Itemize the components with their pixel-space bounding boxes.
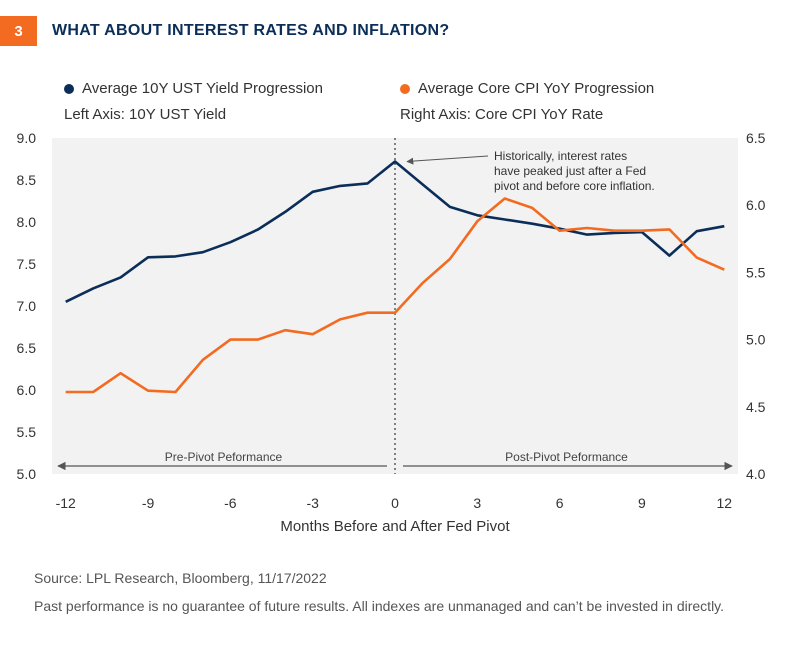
left-axis-tick-label: 7.5 — [17, 256, 37, 272]
post-pivot-label: Post-Pivot Peformance — [505, 450, 628, 464]
x-axis-tick-label: 3 — [473, 495, 481, 511]
left-axis-tick-label: 7.0 — [17, 298, 37, 314]
legend-right-label: Average Core CPI YoY Progression — [418, 80, 655, 97]
right-axis-tick-label: 5.5 — [746, 264, 766, 280]
x-axis-tick-label: -6 — [224, 495, 237, 511]
left-axis-tick-label: 9.0 — [17, 130, 37, 146]
chart-title: WHAT ABOUT INTEREST RATES AND INFLATION? — [52, 22, 450, 39]
x-axis-tick-label: 9 — [638, 495, 646, 511]
right-axis-note: Right Axis: Core CPI YoY Rate — [400, 106, 604, 123]
right-axis-tick-label: 6.5 — [746, 130, 766, 146]
left-axis-note: Left Axis: 10Y UST Yield — [64, 106, 227, 123]
left-axis-tick-label: 5.0 — [17, 466, 37, 482]
x-axis-tick-label: 12 — [716, 495, 732, 511]
annotation-line: have peaked just after a Fed — [494, 164, 646, 178]
right-axis-tick-label: 4.0 — [746, 466, 766, 482]
annotation-line: Historically, interest rates — [494, 149, 627, 163]
annotation-line: pivot and before core inflation. — [494, 179, 655, 193]
right-axis-tick-label: 5.0 — [746, 332, 766, 348]
legend-left-series: Average 10Y UST Yield Progression — [64, 80, 323, 97]
disclaimer-note: Past performance is no guarantee of futu… — [34, 598, 725, 614]
line-chart: 5.0 5.5 6.0 6.5 7.0 7.5 8.0 8.5 9.0 4.0 4.5 5.0 5.5 6… — [17, 130, 766, 535]
x-axis-tick-label: -12 — [56, 495, 76, 511]
x-axis-tick-label: 6 — [556, 495, 564, 511]
left-axis-tick-label: 5.5 — [17, 424, 37, 440]
yield-series-line — [65, 160, 725, 303]
x-axis-tick-label: -9 — [142, 495, 155, 511]
annotation-text: Historically, interest rates have peaked … — [494, 149, 655, 193]
annotation-arrow — [406, 155, 489, 165]
legend-dot-navy — [64, 83, 74, 94]
cpi-series-line — [65, 197, 725, 394]
legend-left-label: Average 10Y UST Yield Progression — [82, 80, 323, 97]
legend-dot-orange — [400, 83, 410, 94]
x-axis-label: Months Before and After Fed Pivot — [280, 518, 510, 535]
pre-pivot-label: Pre-Pivot Peformance — [165, 450, 283, 464]
x-axis-tick-label: -3 — [306, 495, 319, 511]
x-axis-tick-label: 0 — [391, 495, 399, 511]
source-note: Source: LPL Research, Bloomberg, 11/17/2… — [34, 570, 327, 586]
left-axis-tick-label: 8.0 — [17, 214, 37, 230]
right-axis-tick-label: 4.5 — [746, 399, 766, 415]
left-axis-tick-label: 6.5 — [17, 340, 37, 356]
left-axis-tick-label: 6.0 — [17, 382, 37, 398]
left-axis-tick-label: 8.5 — [17, 172, 37, 188]
figure-number-badge: 3 — [0, 16, 37, 46]
legend-right-series: Average Core CPI YoY Progression — [400, 80, 654, 97]
right-axis-tick-label: 6.0 — [746, 197, 766, 213]
